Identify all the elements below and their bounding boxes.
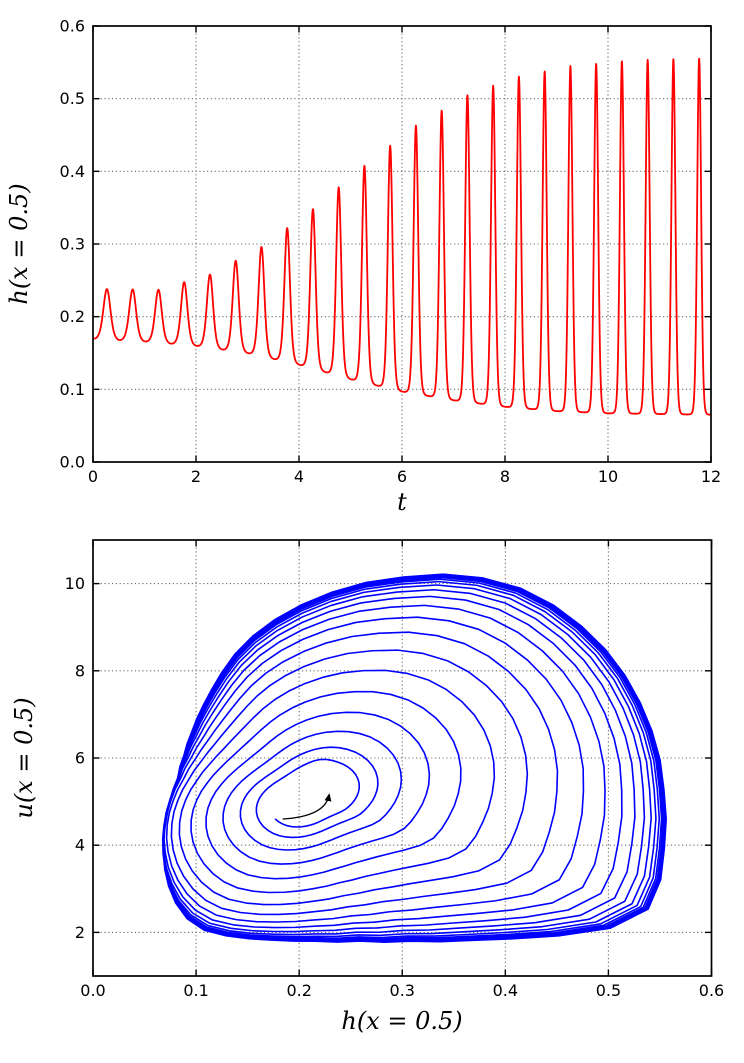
y-tick-label: 0.5 — [60, 89, 85, 108]
x-tick-label: 0.6 — [699, 981, 724, 1000]
x-tick-label: 6 — [397, 467, 407, 486]
phase-portrait-plot-area: 0.0 0.1 0.2 0.3 0.4 0.5 0.6 2 4 6 8 10 — [65, 539, 725, 1000]
y-tick-label: 0.0 — [60, 453, 85, 472]
phase-portrait-chart: 0.0 0.1 0.2 0.3 0.4 0.5 0.6 2 4 6 8 10 u(x = 0.5) h… — [0, 531, 744, 1063]
x-tick-label: 8 — [500, 467, 510, 486]
x-tick-label: 0.3 — [390, 981, 415, 1000]
x-axis-label-h: h(x = 0.5) — [341, 1007, 463, 1035]
y-tick-label: 0.3 — [60, 235, 85, 254]
h-time-series-line — [92, 57, 712, 416]
y-axis-label-u: u(x = 0.5) — [10, 697, 38, 819]
y-axis-label-h: h(x = 0.5) — [5, 183, 33, 305]
phase-trajectory-line — [161, 573, 667, 944]
x-axis-label-t: t — [397, 488, 407, 516]
x-tick-label: 0.0 — [80, 981, 105, 1000]
x-tick-label: 10 — [598, 467, 618, 486]
y-tick-label: 10 — [65, 574, 85, 593]
direction-arrow-icon — [282, 793, 332, 820]
h-vs-t-plot-area: 0 2 4 6 8 10 12 0.0 0.1 0.2 0.3 0.4 0.5 0.6 — [60, 17, 722, 487]
h-vs-t-chart: 0 2 4 6 8 10 12 0.0 0.1 0.2 0.3 0.4 0.5 0.6 h(x = 0.5… — [0, 0, 744, 531]
y-tick-label: 2 — [75, 923, 85, 942]
tick-marks — [92, 25, 712, 463]
x-tick-label: 0.4 — [493, 981, 518, 1000]
x-tick-label: 0.1 — [183, 981, 208, 1000]
y-tick-label: 0.1 — [60, 380, 85, 399]
y-tick-label: 0.4 — [60, 162, 85, 181]
y-tick-label: 0.2 — [60, 307, 85, 326]
x-tick-label: 0.2 — [286, 981, 311, 1000]
tick-labels: 0.0 0.1 0.2 0.3 0.4 0.5 0.6 2 4 6 8 10 — [65, 574, 725, 1000]
tick-marks — [92, 540, 713, 976]
x-tick-label: 0.5 — [596, 981, 621, 1000]
grid-lines — [92, 25, 712, 463]
tick-labels: 0 2 4 6 8 10 12 0.0 0.1 0.2 0.3 0.4 0.5 0.6 — [60, 17, 722, 487]
x-tick-label: 12 — [701, 467, 721, 486]
y-tick-label: 0.6 — [60, 17, 85, 36]
y-tick-label: 4 — [75, 836, 85, 855]
x-tick-label: 4 — [294, 467, 304, 486]
y-tick-label: 8 — [75, 661, 85, 680]
y-tick-label: 6 — [75, 749, 85, 768]
x-tick-label: 0 — [88, 467, 98, 486]
x-tick-label: 2 — [191, 467, 201, 486]
